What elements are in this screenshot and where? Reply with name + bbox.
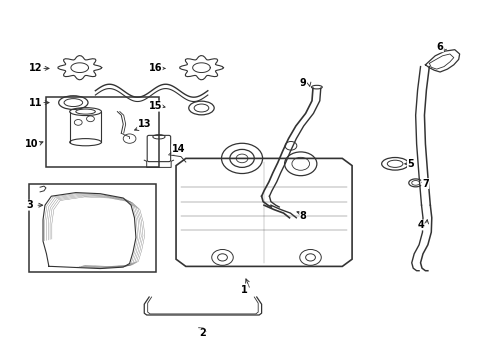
Text: 12: 12	[28, 63, 42, 73]
Text: 6: 6	[436, 42, 443, 52]
Text: 9: 9	[299, 78, 306, 88]
Text: 14: 14	[171, 144, 185, 154]
Text: 16: 16	[148, 63, 162, 73]
Text: 7: 7	[421, 179, 428, 189]
Text: 4: 4	[416, 220, 423, 230]
Text: 15: 15	[148, 101, 162, 111]
Text: 10: 10	[25, 139, 39, 149]
Text: 1: 1	[241, 285, 247, 295]
Text: 13: 13	[137, 119, 151, 129]
Text: 8: 8	[299, 211, 306, 221]
Text: 3: 3	[26, 200, 33, 210]
Bar	[29, 184, 156, 272]
Bar	[46, 97, 159, 167]
Text: 11: 11	[28, 98, 42, 108]
Text: 2: 2	[199, 328, 206, 338]
Text: 5: 5	[407, 159, 413, 169]
